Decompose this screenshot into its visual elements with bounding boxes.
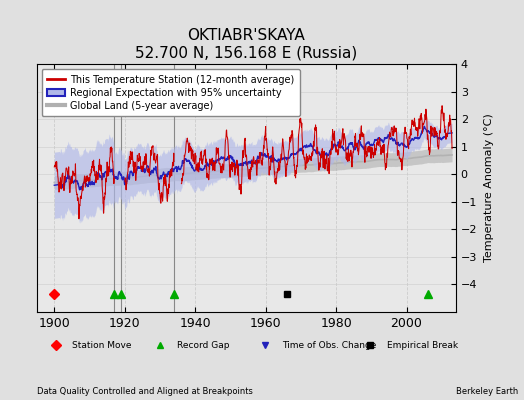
Text: Record Gap: Record Gap [177, 340, 230, 350]
Text: Data Quality Controlled and Aligned at Breakpoints: Data Quality Controlled and Aligned at B… [37, 387, 253, 396]
Text: Time of Obs. Change: Time of Obs. Change [282, 340, 376, 350]
Title: OKTIABR'SKAYA
52.700 N, 156.168 E (Russia): OKTIABR'SKAYA 52.700 N, 156.168 E (Russi… [135, 28, 357, 60]
Y-axis label: Temperature Anomaly (°C): Temperature Anomaly (°C) [484, 114, 494, 262]
Text: Station Move: Station Move [72, 340, 132, 350]
Legend: This Temperature Station (12-month average), Regional Expectation with 95% uncer: This Temperature Station (12-month avera… [41, 69, 300, 116]
Text: Berkeley Earth: Berkeley Earth [456, 387, 518, 396]
Text: Empirical Break: Empirical Break [387, 340, 458, 350]
